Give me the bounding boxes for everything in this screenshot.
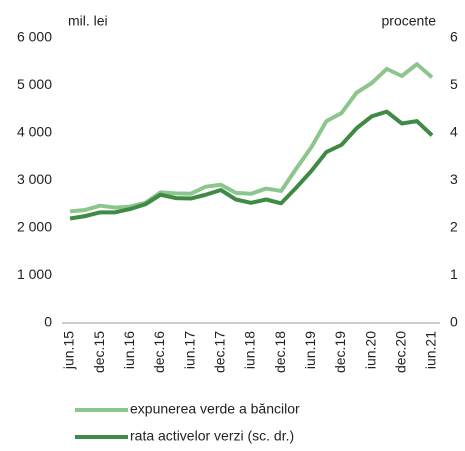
y2-axis-label: procente — [382, 13, 437, 29]
y2-tick-label: 0 — [450, 314, 458, 330]
y-tick-label: 4 000 — [17, 124, 52, 140]
x-tick-label: iun.21 — [423, 331, 439, 369]
y2-tick-label: 5 — [450, 76, 458, 92]
x-tick-label: dec.15 — [91, 331, 107, 373]
x-tick-label: dec.17 — [212, 331, 228, 373]
series-line — [69, 62, 434, 214]
y-tick-label: 2 000 — [17, 219, 52, 235]
x-tick-label: iun.17 — [181, 331, 197, 369]
x-tick-label: iun.19 — [302, 331, 318, 369]
x-tick-label: iun.16 — [121, 331, 137, 369]
y2-tick-label: 3 — [450, 171, 458, 187]
y-tick-label: 6 000 — [17, 29, 52, 45]
y-axis-label: mil. lei — [68, 13, 108, 29]
x-tick-label: dec.19 — [332, 331, 348, 373]
y2-tick-label: 6 — [450, 29, 458, 45]
x-tick-label: dec.18 — [272, 331, 288, 373]
y2-tick-label: 4 — [450, 124, 458, 140]
y-tick-label: 3 000 — [17, 171, 52, 187]
y-tick-label: 5 000 — [17, 76, 52, 92]
y-tick-label: 1 000 — [17, 266, 52, 282]
x-tick-label: dec.20 — [393, 331, 409, 373]
x-tick-label: iun.18 — [242, 331, 258, 369]
x-tick-label: iun.20 — [362, 331, 378, 369]
x-tick-label: jun.15 — [61, 331, 77, 370]
legend-label: rata activelor verzi (sc. dr.) — [130, 428, 294, 444]
x-tick-label: dec.16 — [151, 331, 167, 373]
series-line — [69, 109, 434, 221]
y2-tick-label: 1 — [450, 266, 458, 282]
y2-tick-label: 2 — [450, 219, 458, 235]
legend-label: expunerea verde a băncilor — [130, 401, 300, 417]
y-tick-label: 0 — [44, 314, 52, 330]
